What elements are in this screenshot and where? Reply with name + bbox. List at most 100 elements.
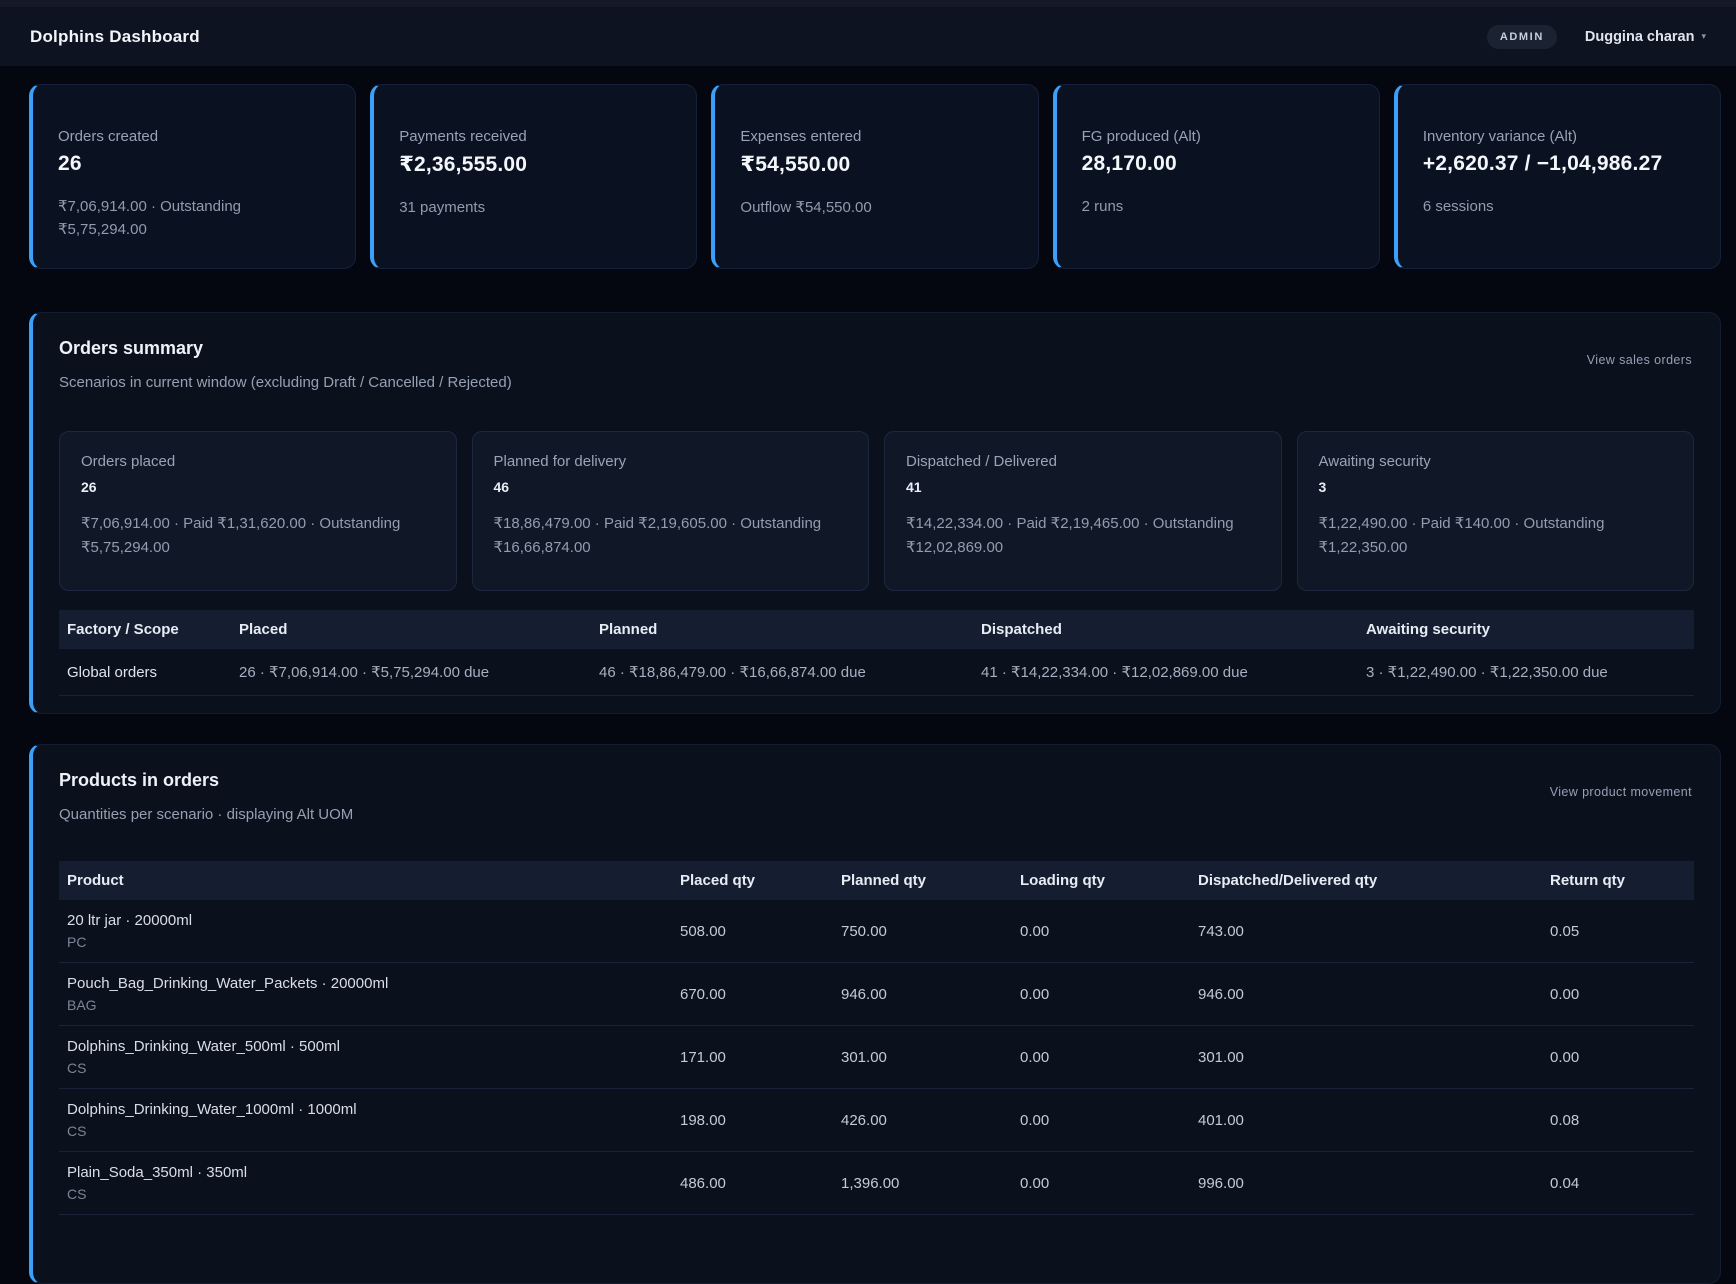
col-dispatched-delivered-qty: Dispatched/Delivered qty [1190,861,1542,900]
window-top-strip [0,0,1736,7]
cell-awaiting-security: 3 · ₹1,22,490.00 · ₹1,22,350.00 due [1358,649,1694,696]
kpi-card-orders-created: Orders created 26 ₹7,06,914.00 · Outstan… [29,84,357,269]
subcard-label: Orders placed [81,453,176,470]
cell-dispatched-qty: 946.00 [1190,962,1542,1026]
cell-loading-qty: 0.00 [1012,1151,1190,1215]
col-dispatched: Dispatched [973,610,1358,649]
kpi-subtext: Outflow ₹54,550.00 [740,199,872,216]
kpi-subtext: 6 sessions [1422,198,1494,215]
user-name: Duggina charan [1584,28,1695,45]
kpi-label: Payments received [399,128,527,145]
orders-summary-cards: Orders placed 26 ₹7,06,914.00 · Paid ₹1,… [59,431,1694,591]
kpi-row: Orders created 26 ₹7,06,914.00 · Outstan… [29,84,1722,269]
kpi-card-payments-received: Payments received ₹2,36,555.00 31 paymen… [370,84,698,269]
cell-placed-qty: 198.00 [672,1088,833,1152]
products-title: Products in orders [59,770,220,790]
col-return-qty: Return qty [1542,861,1694,900]
cell-product: Plain_Soda_350ml · 350ml CS [59,1151,672,1215]
col-planned-qty: Planned qty [833,861,1012,900]
cell-return-qty: 0.00 [1542,1025,1694,1089]
subcard-awaiting-security: Awaiting security 3 ₹1,22,490.00 · Paid … [1296,431,1694,591]
table-row-product: 20 ltr jar · 20000ml PC 508.00 750.00 0.… [59,900,1694,963]
col-placed-qty: Placed qty [672,861,833,900]
table-row-product: Pouch_Bag_Drinking_Water_Packets · 20000… [59,962,1694,1026]
kpi-label: Orders created [58,128,159,145]
table-row-product: Dolphins_Drinking_Water_1000ml · 1000ml … [59,1088,1694,1152]
subcard-count: 26 [81,479,97,495]
subcard-dispatched-delivered: Dispatched / Delivered 41 ₹14,22,334.00 … [884,431,1282,591]
col-planned: Planned [591,610,973,649]
cell-return-qty: 0.05 [1542,900,1694,963]
cell-product: Dolphins_Drinking_Water_1000ml · 1000ml … [59,1088,672,1152]
cell-placed-qty: 171.00 [672,1025,833,1089]
subcard-detail: ₹1,22,490.00 · Paid ₹140.00 · Outstandin… [1318,515,1605,556]
products-in-orders-panel: Products in orders Quantities per scenar… [29,744,1721,1284]
orders-summary-subtitle: Scenarios in current window (excluding D… [59,374,512,391]
header-right: ADMIN Duggina charan ▾ [1486,24,1706,49]
orders-summary-title: Orders summary [59,338,204,358]
product-uom: CS [67,1123,87,1139]
col-product: Product [59,861,672,900]
product-name: Dolphins_Drinking_Water_1000ml · 1000ml [67,1101,357,1118]
kpi-label: FG produced (Alt) [1081,128,1201,145]
subcard-label: Awaiting security [1318,453,1431,470]
cell-dispatched-qty: 301.00 [1190,1025,1542,1089]
table-row-product: Dolphins_Drinking_Water_500ml · 500ml CS… [59,1025,1694,1089]
cell-loading-qty: 0.00 [1012,1025,1190,1089]
cell-dispatched-qty: 743.00 [1190,900,1542,963]
cell-planned: 46 · ₹18,86,479.00 · ₹16,66,874.00 due [591,649,973,696]
orders-summary-table: Factory / Scope Placed Planned Dispatche… [59,610,1694,696]
subcard-count: 46 [493,479,510,495]
cell-planned-qty: 1,396.00 [833,1151,1012,1215]
kpi-card-expenses-entered: Expenses entered ₹54,550.00 Outflow ₹54,… [711,84,1039,269]
kpi-value: ₹54,550.00 [740,153,851,176]
cell-planned-qty: 750.00 [833,900,1012,963]
subcard-label: Dispatched / Delivered [906,453,1057,470]
product-name: Dolphins_Drinking_Water_500ml · 500ml [67,1038,340,1055]
col-factory-scope: Factory / Scope [59,610,231,649]
product-name: Plain_Soda_350ml · 350ml [67,1164,248,1181]
subcard-count: 41 [906,479,922,495]
kpi-subtext: 31 payments [399,199,486,216]
table-header-row: Product Placed qty Planned qty Loading q… [59,861,1694,900]
cell-product: Pouch_Bag_Drinking_Water_Packets · 20000… [59,962,672,1026]
orders-summary-panel: Orders summary Scenarios in current wind… [29,312,1721,714]
cell-loading-qty: 0.00 [1012,900,1190,963]
cell-dispatched: 41 · ₹14,22,334.00 · ₹12,02,869.00 due [973,649,1358,696]
table-row-global-orders: Global orders 26 · ₹7,06,914.00 · ₹5,75,… [59,649,1694,696]
cell-product: 20 ltr jar · 20000ml PC [59,900,672,963]
cell-planned-qty: 426.00 [833,1088,1012,1152]
kpi-value: 28,170.00 [1081,152,1177,175]
page-title: Dolphins Dashboard [30,26,200,46]
product-uom: BAG [67,997,97,1013]
user-menu[interactable]: Duggina charan ▾ [1585,29,1706,45]
cell-return-qty: 0.00 [1542,962,1694,1026]
view-product-movement-link[interactable]: View product movement [1549,785,1692,799]
subcard-label: Planned for delivery [493,453,627,470]
cell-scope: Global orders [59,649,231,696]
product-uom: PC [67,934,87,950]
product-name: 20 ltr jar · 20000ml [67,912,193,929]
table-header-row: Factory / Scope Placed Planned Dispatche… [59,610,1694,649]
role-badge: ADMIN [1486,24,1557,49]
subcard-detail: ₹18,86,479.00 · Paid ₹2,19,605.00 · Outs… [493,515,822,556]
kpi-card-fg-produced: FG produced (Alt) 28,170.00 2 runs [1052,84,1380,269]
kpi-value: 26 [58,152,82,175]
cell-placed-qty: 508.00 [672,900,833,963]
product-name: Pouch_Bag_Drinking_Water_Packets · 20000… [67,975,389,992]
view-sales-orders-link[interactable]: View sales orders [1586,353,1692,367]
product-uom: CS [67,1060,87,1076]
cell-planned-qty: 946.00 [833,962,1012,1026]
cell-dispatched-qty: 996.00 [1190,1151,1542,1215]
subcard-detail: ₹7,06,914.00 · Paid ₹1,31,620.00 · Outst… [81,515,401,556]
cell-placed-qty: 670.00 [672,962,833,1026]
cell-loading-qty: 0.00 [1012,1088,1190,1152]
cell-planned-qty: 301.00 [833,1025,1012,1089]
cell-placed: 26 · ₹7,06,914.00 · ₹5,75,294.00 due [231,649,591,696]
kpi-value: ₹2,36,555.00 [399,153,528,176]
subcard-detail: ₹14,22,334.00 · Paid ₹2,19,465.00 · Outs… [906,515,1234,556]
product-uom: CS [67,1186,87,1202]
cell-dispatched-qty: 401.00 [1190,1088,1542,1152]
cell-return-qty: 0.04 [1542,1151,1694,1215]
kpi-value: +2,620.37 / −1,04,986.27 [1422,152,1663,175]
